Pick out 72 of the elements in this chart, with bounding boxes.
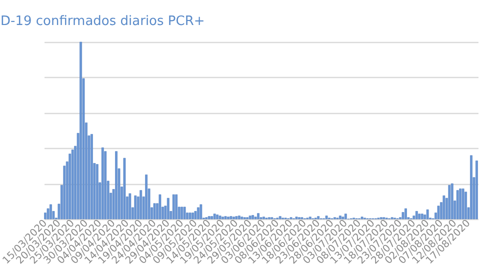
bar	[235, 216, 238, 220]
bar	[437, 206, 440, 220]
bar	[140, 190, 142, 220]
bar	[415, 211, 418, 220]
bar	[208, 216, 210, 220]
bar	[238, 216, 240, 220]
bar	[230, 216, 232, 220]
bar	[218, 216, 222, 220]
bar	[200, 204, 202, 220]
bar	[104, 151, 107, 220]
bar	[476, 160, 478, 220]
bar	[210, 216, 214, 220]
bar	[448, 185, 451, 220]
bar	[456, 190, 459, 220]
bar	[450, 183, 454, 220]
bar	[404, 208, 407, 220]
bar	[257, 213, 260, 220]
bar	[134, 195, 137, 220]
bar	[278, 216, 282, 220]
bar	[418, 214, 421, 220]
bar	[360, 216, 364, 220]
bar	[197, 207, 200, 220]
bar	[462, 188, 464, 220]
bar	[213, 214, 216, 220]
bar	[420, 214, 424, 220]
bar	[295, 216, 298, 220]
bar	[222, 216, 224, 220]
bar	[166, 198, 170, 220]
bar	[459, 188, 462, 220]
bar	[172, 194, 175, 220]
bar	[158, 194, 162, 220]
bar	[188, 212, 192, 220]
bar	[262, 216, 265, 220]
bar	[464, 192, 467, 220]
bar	[317, 216, 320, 220]
bar	[63, 166, 66, 220]
bar	[232, 216, 235, 220]
bar	[68, 154, 72, 220]
bar	[252, 215, 254, 220]
bar	[442, 195, 446, 220]
bar	[153, 203, 156, 220]
bar	[71, 150, 74, 220]
bar	[224, 216, 227, 220]
bar	[96, 164, 98, 220]
bar	[254, 216, 257, 220]
bar	[192, 212, 194, 220]
bar	[46, 208, 50, 220]
bar	[339, 216, 342, 220]
bar	[123, 158, 126, 220]
bar	[194, 211, 197, 220]
bar	[426, 209, 429, 220]
bar	[402, 212, 404, 220]
bar	[227, 216, 230, 220]
bar	[325, 216, 328, 220]
bar	[128, 193, 132, 220]
chart-title: D-19 confirmados diarios PCR+	[0, 14, 205, 29]
bar	[240, 216, 244, 220]
bar	[470, 155, 472, 220]
bar	[145, 174, 148, 220]
bar	[183, 206, 186, 220]
bar	[101, 148, 104, 220]
bar	[308, 216, 312, 220]
bar	[342, 216, 344, 220]
bar	[344, 214, 347, 220]
bar	[248, 216, 252, 220]
bar	[175, 194, 178, 220]
bar	[180, 206, 183, 220]
bar	[216, 214, 218, 220]
bar	[90, 134, 93, 220]
bar	[50, 204, 52, 220]
bar	[115, 151, 118, 220]
bar	[80, 42, 82, 220]
